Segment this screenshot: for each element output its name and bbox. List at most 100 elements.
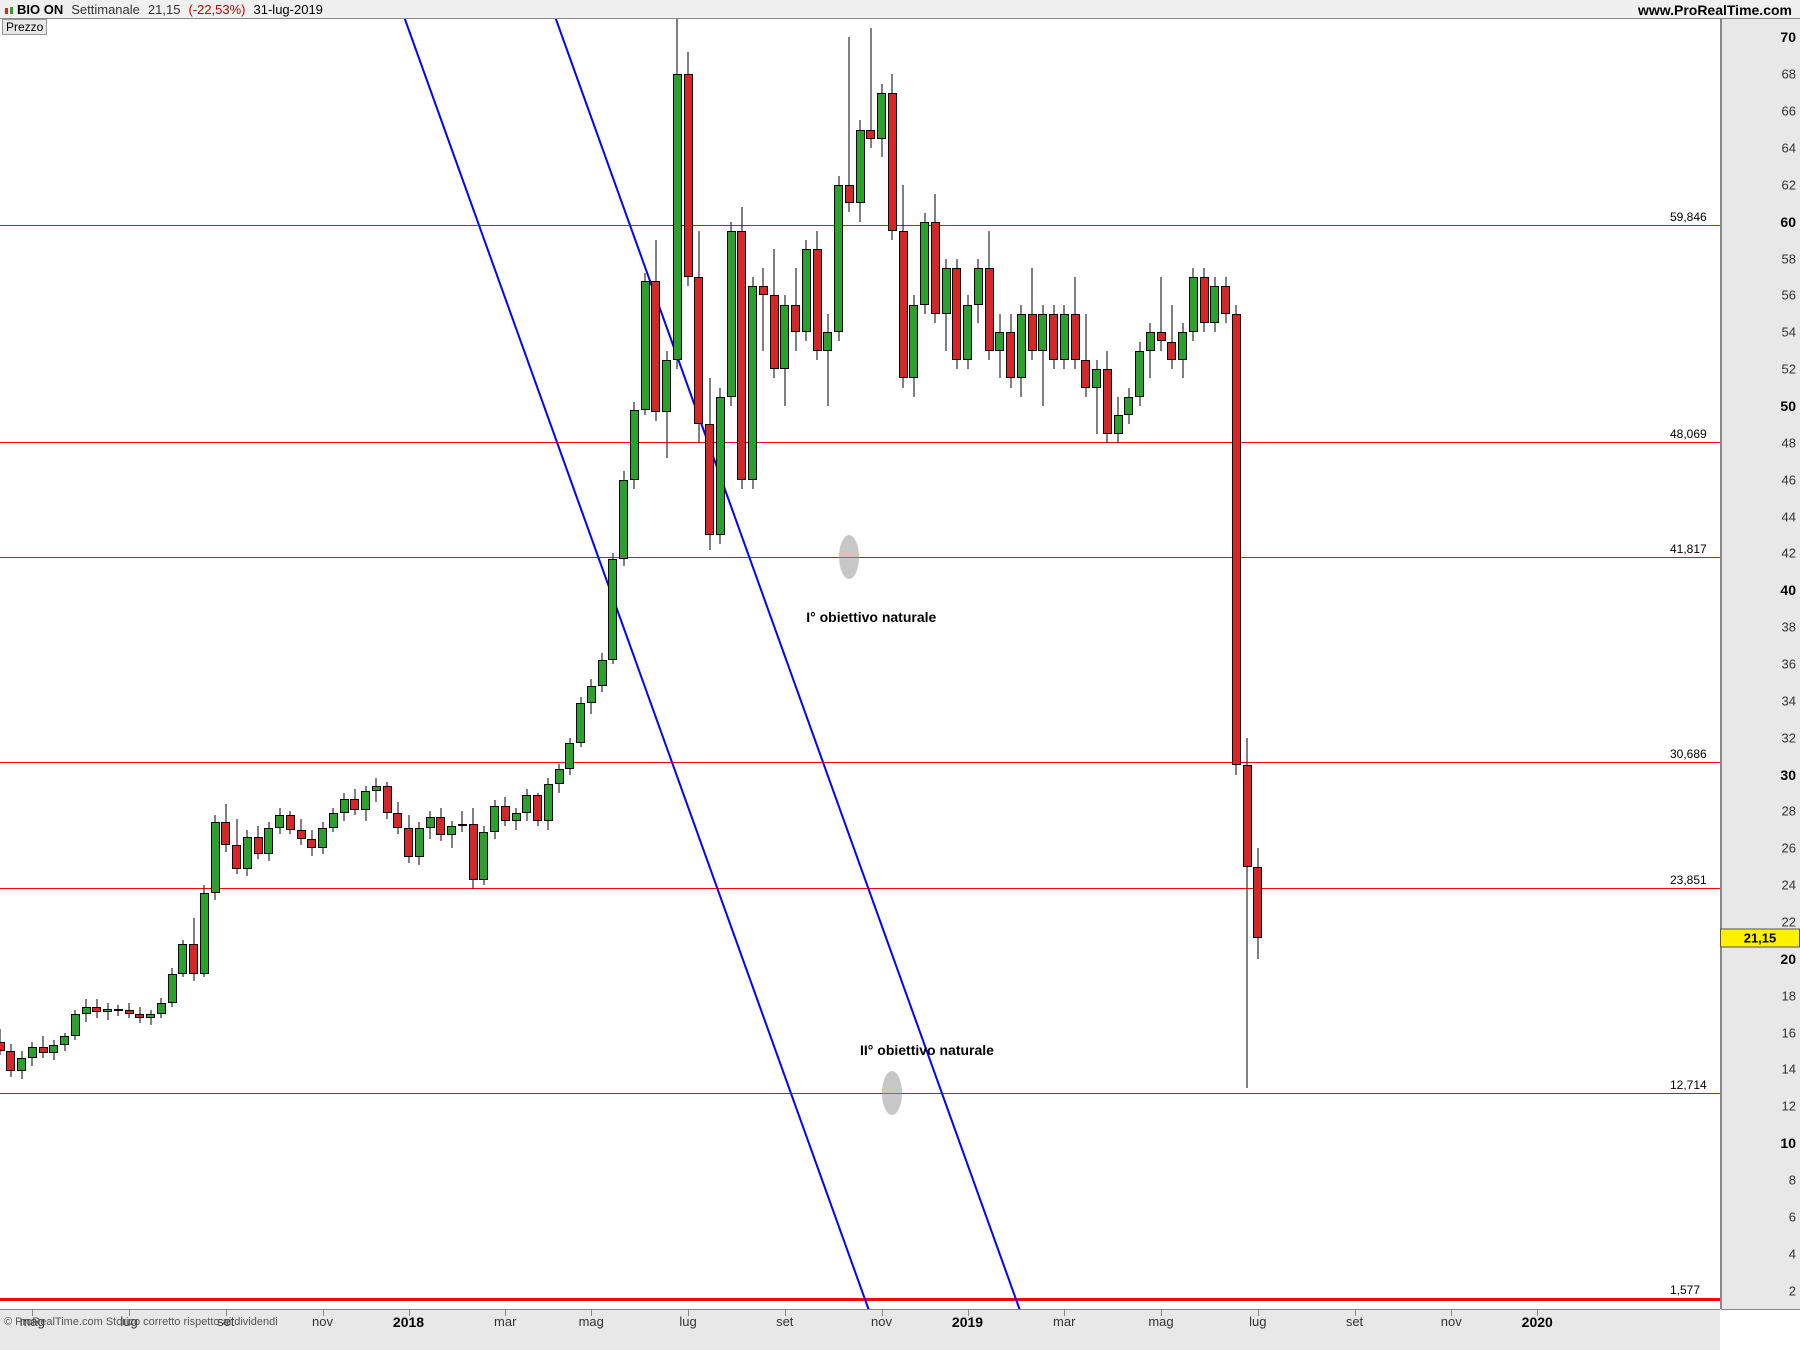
candle (1049, 19, 1058, 1309)
candle (125, 19, 134, 1309)
hline-label: 30,686 (1670, 747, 1707, 762)
x-tick: mar (1053, 1314, 1075, 1329)
candle (1243, 19, 1252, 1309)
candle (157, 19, 166, 1309)
candle (221, 19, 230, 1309)
timeframe-label: Settimanale (71, 2, 140, 17)
candle (0, 19, 5, 1309)
candle (1103, 19, 1112, 1309)
x-tick: mag (1148, 1314, 1173, 1329)
y-tick: 48 (1782, 435, 1796, 450)
candle (1210, 19, 1219, 1309)
candle (340, 19, 349, 1309)
y-tick: 6 (1789, 1209, 1796, 1224)
candle (1071, 19, 1080, 1309)
candle (286, 19, 295, 1309)
candle (297, 19, 306, 1309)
y-axis: 7068666462605856545250484644424038363432… (1721, 19, 1800, 1310)
candle (393, 19, 402, 1309)
candle (856, 19, 865, 1309)
current-price-marker: 21,15 (1720, 928, 1800, 947)
annotation-text: I° obiettivo naturale (806, 609, 936, 625)
candle (264, 19, 273, 1309)
date-label: 31-lug-2019 (254, 2, 323, 17)
candle (909, 19, 918, 1309)
candle (845, 19, 854, 1309)
candle (28, 19, 37, 1309)
candle (17, 19, 26, 1309)
candle (469, 19, 478, 1309)
candle (318, 19, 327, 1309)
candle (555, 19, 564, 1309)
candle (383, 19, 392, 1309)
candle (479, 19, 488, 1309)
hline-label: 12,714 (1670, 1078, 1707, 1093)
x-tick: nov (312, 1314, 333, 1329)
y-tick: 2 (1789, 1283, 1796, 1298)
candle (275, 19, 284, 1309)
x-tick: 2018 (393, 1314, 424, 1330)
candle (92, 19, 101, 1309)
y-tick: 4 (1789, 1246, 1796, 1261)
candle (6, 19, 15, 1309)
candle (533, 19, 542, 1309)
candle (834, 19, 843, 1309)
candle (1028, 19, 1037, 1309)
candle (963, 19, 972, 1309)
candle (587, 19, 596, 1309)
candle (82, 19, 91, 1309)
candle (1092, 19, 1101, 1309)
candle (1157, 19, 1166, 1309)
y-tick: 50 (1780, 398, 1796, 414)
candle (415, 19, 424, 1309)
y-tick: 64 (1782, 141, 1796, 156)
candle (641, 19, 650, 1309)
y-tick: 32 (1782, 730, 1796, 745)
plot-area[interactable]: 59,84648,06941,81730,68623,85112,7141,57… (0, 19, 1721, 1309)
candle (232, 19, 241, 1309)
candle (705, 19, 714, 1309)
candle (598, 19, 607, 1309)
candle (447, 19, 456, 1309)
candle (748, 19, 757, 1309)
candle (673, 19, 682, 1309)
candle (619, 19, 628, 1309)
x-tick: set (776, 1314, 793, 1329)
y-tick: 54 (1782, 325, 1796, 340)
candle (651, 19, 660, 1309)
candle (727, 19, 736, 1309)
hline-label: 23,851 (1670, 873, 1707, 888)
candle (544, 19, 553, 1309)
y-tick: 46 (1782, 472, 1796, 487)
candle (942, 19, 951, 1309)
candle (1124, 19, 1133, 1309)
watermark: www.ProRealTime.com (1638, 2, 1792, 18)
price-label: 21,15 (148, 2, 181, 17)
candle (823, 19, 832, 1309)
candle (630, 19, 639, 1309)
y-tick: 62 (1782, 177, 1796, 192)
y-tick: 12 (1782, 1099, 1796, 1114)
candle (501, 19, 510, 1309)
candle (1178, 19, 1187, 1309)
candle (200, 19, 209, 1309)
candle (135, 19, 144, 1309)
annotation-text: II° obiettivo naturale (860, 1042, 994, 1058)
symbol-label: BIO ON (17, 2, 63, 17)
y-tick: 16 (1782, 1025, 1796, 1040)
y-tick: 20 (1780, 951, 1796, 967)
candle (1200, 19, 1209, 1309)
chart-header: BIO ON Settimanale 21,15 (-22,53%) 31-lu… (0, 0, 1800, 19)
candle (1017, 19, 1026, 1309)
x-tick: nov (871, 1314, 892, 1329)
candle (684, 19, 693, 1309)
candle (372, 19, 381, 1309)
candle (168, 19, 177, 1309)
y-tick: 70 (1780, 29, 1796, 45)
candle (71, 19, 80, 1309)
candle (770, 19, 779, 1309)
y-tick: 34 (1782, 693, 1796, 708)
x-tick: mag (579, 1314, 604, 1329)
candle (716, 19, 725, 1309)
candle (211, 19, 220, 1309)
